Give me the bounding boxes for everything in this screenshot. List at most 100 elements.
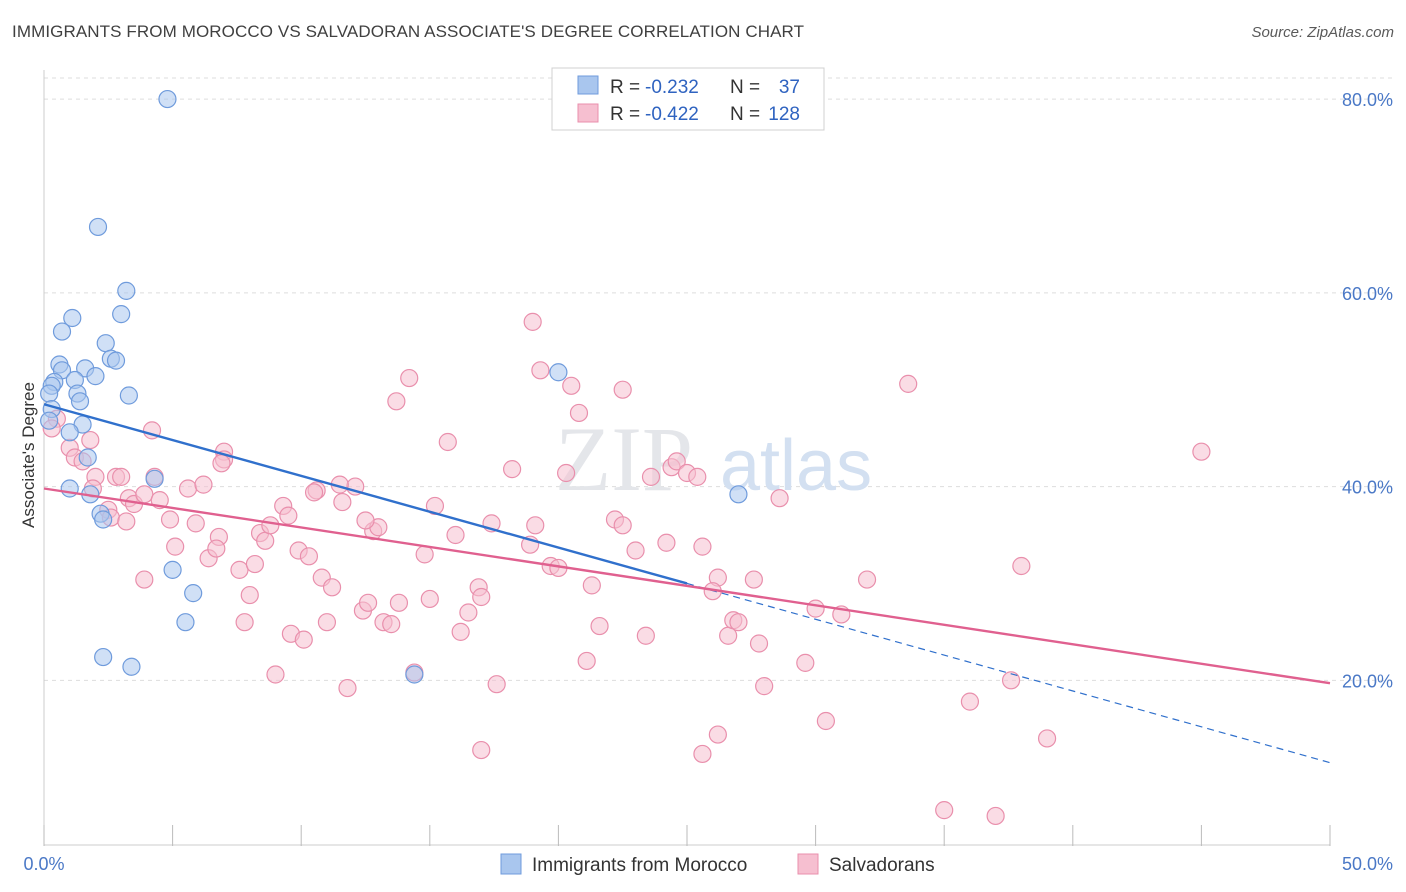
salvadoran-point-64 bbox=[459, 603, 478, 622]
morocco-point-25 bbox=[145, 469, 164, 488]
axes bbox=[43, 70, 1331, 846]
salvadoran-point-34 bbox=[266, 665, 285, 684]
salvadoran-point-89 bbox=[667, 452, 686, 471]
morocco-point-3 bbox=[112, 305, 131, 324]
salvadoran-point-32 bbox=[256, 531, 275, 550]
x-tick-label-1: 50.0% bbox=[1342, 854, 1393, 874]
salvadoran-point-123 bbox=[613, 516, 632, 535]
morocco-point-6 bbox=[96, 334, 115, 353]
stats-legend: R = -0.232 N = 37 R = -0.422 N = 128 bbox=[551, 67, 825, 131]
stats-n-value-blue: 37 bbox=[779, 77, 800, 98]
watermark: ZIP atlas bbox=[555, 408, 872, 510]
legend-label-salvadorans: Salvadorans bbox=[829, 855, 935, 876]
salvadoran-point-81 bbox=[582, 576, 601, 595]
salvadoran-point-92 bbox=[688, 467, 707, 486]
salvadoran-point-33 bbox=[261, 516, 280, 535]
salvadoran-point-39 bbox=[294, 630, 313, 649]
salvadoran-point-119 bbox=[212, 454, 231, 473]
morocco-trendline-extension bbox=[686, 582, 1331, 764]
salvadoran-point-120 bbox=[112, 467, 131, 486]
salvadoran-point-43 bbox=[317, 613, 337, 632]
morocco-point-2 bbox=[117, 281, 136, 300]
salvadoran-point-84 bbox=[613, 380, 632, 399]
salvadoran-point-73 bbox=[523, 312, 542, 331]
salvadoran-point-107 bbox=[816, 711, 835, 731]
salvadoran-point-101 bbox=[744, 570, 763, 589]
stats-r-value-blue: -0.232 bbox=[645, 77, 699, 98]
morocco-point-8 bbox=[106, 351, 126, 370]
salvadoran-point-30 bbox=[240, 585, 259, 605]
salvadoran-point-80 bbox=[577, 651, 596, 671]
salvadoran-point-117 bbox=[1192, 442, 1211, 461]
trendlines bbox=[43, 403, 1331, 764]
legend-label-morocco: Immigrants from Morocco bbox=[532, 855, 747, 876]
salvadoran-point-82 bbox=[590, 616, 609, 636]
salvadoran-point-55 bbox=[389, 593, 409, 612]
salvadoran-point-93 bbox=[693, 537, 712, 556]
y-tick-label-0: 20.0% bbox=[1342, 671, 1393, 691]
salvadoran-point-58 bbox=[415, 545, 434, 564]
salvadoran-point-19 bbox=[166, 537, 185, 556]
salvadoran-point-46 bbox=[338, 678, 357, 698]
salvadoran-point-66 bbox=[472, 587, 491, 607]
salvadoran-point-44 bbox=[322, 578, 342, 597]
morocco-point-21 bbox=[40, 411, 59, 430]
x-tick-label-0: 0.0% bbox=[23, 854, 64, 874]
morocco-point-36 bbox=[549, 363, 568, 382]
salvadoran-point-112 bbox=[960, 692, 980, 711]
morocco-point-35 bbox=[405, 665, 424, 684]
y-tick-label-2: 60.0% bbox=[1342, 284, 1393, 304]
salvadoran-point-70 bbox=[503, 460, 522, 479]
salvadoran-point-104 bbox=[770, 489, 789, 508]
salvadoran-point-90 bbox=[657, 533, 676, 552]
morocco-trendline bbox=[43, 403, 688, 585]
salvadoran-point-113 bbox=[986, 806, 1005, 826]
salvadoran-point-22 bbox=[194, 475, 213, 494]
legend-swatch-salvadorans bbox=[797, 853, 819, 875]
salvadoran-point-106 bbox=[806, 599, 825, 618]
salvadoran-point-121 bbox=[304, 483, 324, 502]
salvadoran-point-69 bbox=[472, 740, 491, 760]
legend-swatch-morocco bbox=[500, 853, 522, 875]
salvadoran-point-110 bbox=[899, 374, 918, 393]
salvadoran-point-115 bbox=[1012, 556, 1031, 576]
salvadoran-point-68 bbox=[487, 675, 506, 694]
salvadoran-point-102 bbox=[749, 634, 769, 653]
salvadoran-point-53 bbox=[382, 615, 401, 634]
y-axis-label: Associate's Degree bbox=[19, 382, 38, 528]
morocco-point-29 bbox=[94, 510, 113, 529]
morocco-point-24 bbox=[78, 448, 97, 467]
y-tick-label-3: 80.0% bbox=[1342, 90, 1393, 110]
salvadoran-point-78 bbox=[562, 376, 581, 395]
salvadoran-point-87 bbox=[641, 467, 661, 486]
salvadoran-point-40 bbox=[299, 547, 319, 566]
salvadoran-point-79 bbox=[569, 403, 589, 423]
morocco-point-23 bbox=[60, 423, 79, 442]
salvadoran-point-11 bbox=[117, 512, 136, 531]
morocco-point-33 bbox=[94, 647, 113, 667]
salvadoran-point-96 bbox=[708, 725, 727, 744]
data-points bbox=[40, 89, 1211, 826]
salvadoran-point-28 bbox=[230, 560, 249, 579]
salvadoran-point-17 bbox=[160, 510, 180, 529]
series-legend: Immigrants from Morocco Salvadorans bbox=[500, 853, 935, 876]
morocco-point-34 bbox=[122, 657, 141, 676]
stats-n-label-pink: N = bbox=[730, 104, 760, 125]
morocco-point-0 bbox=[158, 89, 177, 109]
salvadoran-point-103 bbox=[755, 677, 774, 696]
morocco-point-13 bbox=[86, 367, 105, 386]
tick-labels: 20.0% 40.0% 60.0% 80.0% 0.0% 50.0% bbox=[23, 90, 1393, 874]
salvadoran-point-59 bbox=[420, 589, 439, 609]
chart-source: Source: ZipAtlas.com bbox=[1251, 24, 1394, 41]
salvadoran-point-49 bbox=[358, 593, 378, 612]
salvadoran-point-114 bbox=[1001, 671, 1021, 690]
stats-n-value-pink: 128 bbox=[768, 104, 800, 125]
salvadoran-point-85 bbox=[626, 541, 645, 560]
salvadoran-point-56 bbox=[400, 368, 419, 388]
salvadoran-point-21 bbox=[186, 514, 205, 533]
salvadoran-point-14 bbox=[135, 485, 154, 504]
stats-r-label-blue: R = bbox=[610, 77, 640, 98]
salvadoran-point-36 bbox=[279, 506, 298, 525]
salvadoran-point-18 bbox=[135, 570, 154, 589]
